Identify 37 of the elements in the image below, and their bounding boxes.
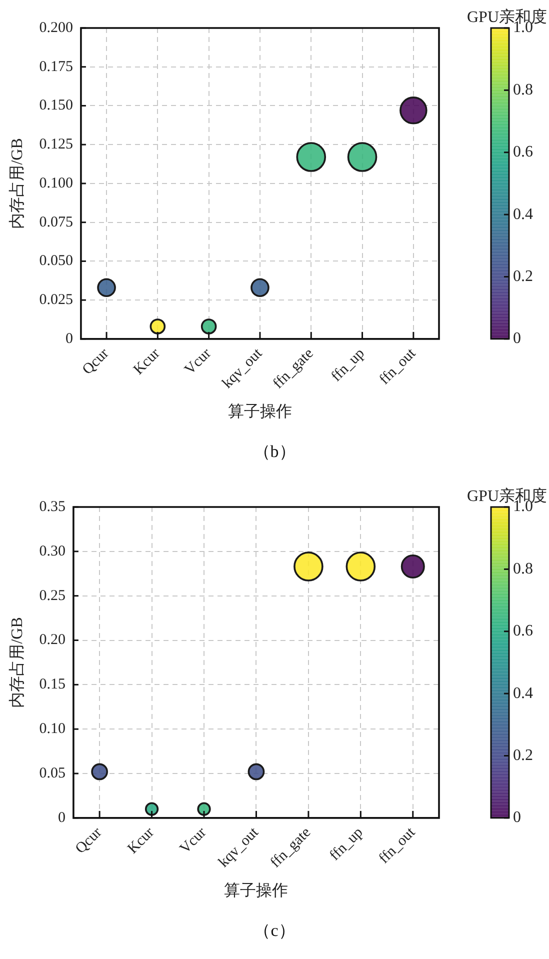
x-axis-title: 算子操作 [228,402,292,421]
color-bar-label: 0.4 [513,206,533,223]
y-tick-label: 0.25 [39,588,66,604]
y-tick-label: 0.100 [39,175,73,192]
x-tick-label: Vcur [177,824,210,858]
color-bar-label: 0.6 [513,144,533,161]
color-bar-label: 0.2 [513,268,533,285]
x-axis-title: 算子操作 [224,882,288,900]
y-tick-label: 0.15 [39,676,66,693]
y-tick-label: 0.35 [39,498,66,515]
y-tick-label: 0 [58,810,66,826]
y-tick-label: 0.200 [39,20,73,36]
y-tick-label: 0.20 [39,632,66,648]
y-axis-title: 内存占用/GB [8,138,26,229]
y-tick-label: 0.075 [39,214,73,230]
y-tick-label: 0.050 [39,253,73,270]
color-bar-label: 0.4 [513,684,533,702]
y-tick-label: 0.30 [39,543,66,560]
y-tick-label: 0.025 [39,292,73,308]
y-tick-label: 0.10 [39,721,66,738]
color-bar-label: 0.6 [513,622,533,640]
y-axis-title: 内存占用/GB [8,617,26,708]
text: （c） [252,920,296,942]
color-bar-label: 0.8 [513,81,533,98]
y-tick-label: 0.175 [39,58,73,75]
y-tick-label: 0.150 [39,98,73,114]
color-bar-label: 0.8 [513,560,533,578]
x-tick-label: Qcur [80,346,112,378]
x-tick-label: Qcur [72,824,106,858]
text: （b） [252,441,297,463]
color-bar-label: 0 [513,330,521,348]
y-tick-label: 0.125 [39,136,73,153]
x-tick-label: Vcur [182,346,214,378]
y-tick-label: 0 [65,330,73,347]
y-tick-label: 0.05 [39,765,66,782]
color-bar-label: 0.2 [513,746,533,764]
color-bar-label: 0 [513,809,521,826]
